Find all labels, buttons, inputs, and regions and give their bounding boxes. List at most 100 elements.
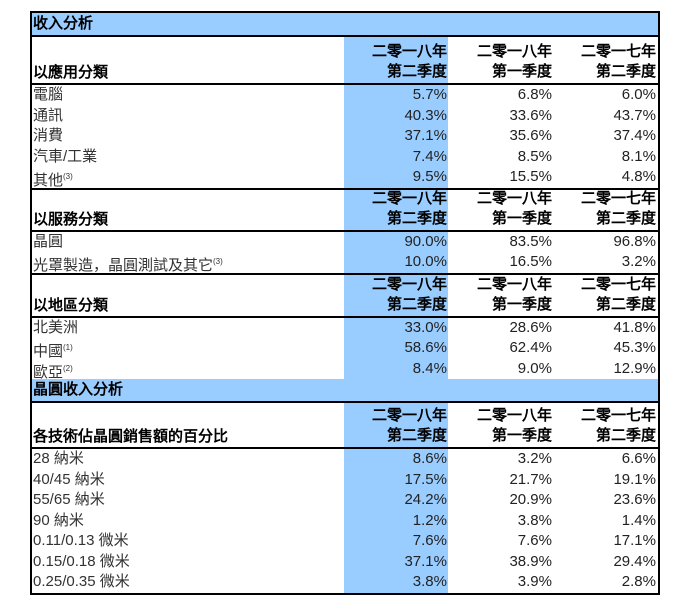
cell-value: 8.4% [412,359,447,377]
row-label: 90 納米 [33,511,84,532]
row-label-text: 40/45 納米 [33,470,105,488]
row-label-text: 消費 [33,127,64,144]
table-row: 28 納米 8.6% 3.2% 6.6% [32,449,658,470]
highlight-column [344,36,448,593]
row-label-text: 0.15/0.18 微米 [33,552,130,570]
cell-value: 7.4% [412,147,447,165]
cell-value: 10.0% [404,253,447,270]
cell-value: 3.2% [621,253,656,270]
footnote-marker: (1) [63,343,73,352]
row-label-text: 電腦 [33,86,64,103]
cell-value: 1.4% [621,511,656,529]
footnote-marker: (3) [63,172,73,181]
cell-value: 45.3% [613,339,656,356]
column-year: 二零一七年 [580,43,656,60]
cell-value: 2.8% [621,573,656,590]
row-label: 汽車/工業 [33,147,97,168]
column-header: 二零一八年 第一季度 [448,275,552,315]
cell-value: 9.0% [517,359,552,377]
column-quarter: 第一季度 [491,63,552,80]
row-label: 中國(1) [33,338,73,363]
cell-value: 5.7% [412,86,447,103]
row-label: 歐亞(2) [33,359,73,384]
cell-value: 43.7% [613,106,656,124]
column-header: 二零一八年 第二季度 [343,42,447,82]
row-label: 電腦 [33,85,63,106]
column-header: 二零一八年第一季度 [448,42,552,82]
table-row: 0.25/0.35 微米 3.8% 3.9% 2.8% [32,572,658,593]
table-group: 以服務分類 二零一八年 第二季度 二零一八年 第一季度 二零一七年 第二季度 晶圓 90.0% 8… [32,190,658,275]
row-label-text: 28 納米 [33,450,84,467]
column-header: 二零一八年第二季度 [343,189,447,229]
group-label: 以應用分類 [33,64,109,81]
cell-value: 8.1% [621,147,656,165]
cell-value: 28.6% [509,318,552,336]
table-row: 北美洲 33.0% 28.6% 41.8% [32,318,658,339]
section-title: 收入分析 [32,13,658,37]
cell-value: 41.8% [613,318,656,336]
column-header: 二零一七年第二季度 [552,275,656,315]
group-label: 以服務分類 [33,210,109,228]
table-row: 消費 37.1% 35.6% 37.4% [32,126,658,147]
cell-value: 16.5% [509,253,552,270]
row-label-text: 光罩製造，晶圓測試及其它 [33,257,214,274]
column-year: 二零一七年 [580,275,656,293]
cell-value: 12.9% [613,359,656,377]
row-label: 光罩製造，晶圓測試及其它(3) [33,252,223,277]
row-label-text: 中國 [33,343,64,360]
row-label-text: 晶圓 [33,232,64,250]
cell-value: 96.8% [613,232,656,250]
footnote-marker: (3) [213,257,223,266]
row-label: 通訊 [33,106,63,127]
cell-value: 20.9% [509,491,552,508]
column-header: 二零一八年 第一季度 [448,406,552,446]
table-row: 通訊 40.3% 33.6% 43.7% [32,106,658,127]
group-header: 各技術佔晶圓銷售額的百分比 二零一八年 第二季度 二零一八年 第一季度 二零一七年 第二季度 [32,403,658,449]
cell-value: 1.2% [412,511,447,529]
cell-value: 3.9% [517,573,552,590]
row-label: 北美洲 [33,318,78,339]
column-header: 二零一七年 第二季度 [552,189,656,229]
column-header: 二零一七年第二季度 [552,42,656,82]
column-quarter: 第二季度 [595,63,656,80]
column-quarter: 第二季度 [386,63,447,80]
cell-value: 62.4% [509,339,552,356]
column-quarter: 第二季度 [595,209,656,227]
row-label: 28 納米 [33,449,84,470]
row-label-text: 通訊 [33,106,64,124]
column-quarter: 第二季度 [386,427,447,444]
row-label-text: 其他 [33,172,64,189]
row-label: 晶圓 [33,232,63,253]
table-row: 光罩製造，晶圓測試及其它(3) 10.0% 16.5% 3.2% [32,252,658,274]
cell-value: 29.4% [613,552,656,570]
row-label: 0.25/0.35 微米 [33,572,130,593]
column-header: 二零一八年 第一季度 [448,189,552,229]
cell-value: 23.6% [613,491,656,508]
group-label: 各技術佔晶圓銷售額的百分比 [33,428,229,445]
table-row: 0.11/0.13 微米 7.6% 7.6% 17.1% [32,531,658,552]
section-title: 晶圓收入分析 [32,379,658,403]
table-row: 0.15/0.18 微米 37.1% 38.9% 29.4% [32,552,658,573]
table-row: 晶圓 90.0% 83.5% 96.8% [32,232,658,253]
column-quarter: 第二季度 [386,209,447,227]
cell-value: 17.1% [613,532,656,549]
cell-value: 17.5% [404,470,447,488]
cell-value: 33.0% [404,318,447,336]
column-quarter: 第二季度 [595,295,656,313]
table-row: 40/45 納米 17.5% 21.7% 19.1% [32,470,658,491]
table-row: 90 納米 1.2% 3.8% 1.4% [32,511,658,532]
table-group: 以應用分類 二零一八年 第二季度 二零一八年 第一季度 二零一七年 第二季度 電腦 5.7% 6.… [32,37,658,190]
column-year: 二零一八年 [371,407,447,424]
table-row: 汽車/工業 7.4% 8.5% 8.1% [32,147,658,168]
cell-value: 37.4% [613,127,656,144]
row-label-text: 歐亞 [33,363,64,381]
column-year: 二零一八年 [476,43,552,60]
cell-value: 8.5% [517,147,552,165]
cell-value: 90.0% [404,232,447,250]
column-year: 二零一八年 [371,189,447,207]
table-row: 55/65 納米 24.2% 20.9% 23.6% [32,490,658,511]
row-label: 55/65 納米 [33,490,105,511]
column-quarter: 第一季度 [491,427,552,444]
cell-value: 8.6% [412,450,447,467]
column-header: 二零一八年 第二季度 [343,275,447,315]
